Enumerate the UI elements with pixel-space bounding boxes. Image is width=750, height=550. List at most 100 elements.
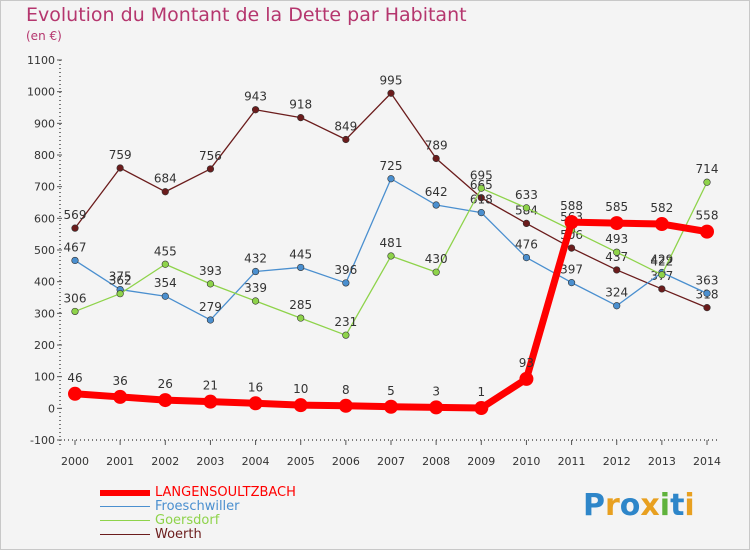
y-tick-label: 200 (34, 339, 55, 352)
data-point (68, 386, 82, 401)
data-point (567, 279, 576, 287)
data-label: 46 (67, 371, 82, 385)
data-label: 684 (154, 172, 177, 186)
data-point (387, 175, 395, 183)
data-point (161, 188, 169, 196)
data-label: 10 (293, 382, 308, 396)
logo-letter: x (640, 488, 660, 523)
data-point (71, 224, 79, 232)
data-label: 362 (109, 274, 132, 288)
data-label: 3 (432, 384, 440, 398)
data-point (477, 194, 485, 202)
data-label: 714 (696, 162, 719, 176)
logo-letter: i (684, 488, 695, 523)
data-label: 849 (334, 119, 357, 133)
legend-swatch (100, 534, 150, 535)
data-label: 558 (696, 209, 719, 223)
x-tick-label: 2012 (603, 455, 631, 468)
data-label: 437 (605, 250, 628, 264)
data-label: 5 (387, 384, 395, 398)
data-point (567, 244, 576, 252)
data-label: 481 (380, 236, 403, 250)
data-label: 279 (199, 300, 222, 314)
data-point (432, 154, 440, 163)
y-tick-label: 900 (34, 117, 55, 130)
proxiti-logo: Proxiti (583, 488, 695, 523)
data-point (338, 398, 353, 413)
data-label: 445 (289, 247, 312, 261)
data-point (522, 254, 531, 262)
legend-swatch (100, 506, 150, 507)
y-tick-label: 800 (34, 149, 55, 162)
data-label: 16 (248, 380, 263, 394)
data-point (477, 184, 485, 192)
data-point (613, 302, 621, 310)
y-tick-label: 300 (34, 307, 55, 320)
y-tick-label: 0 (48, 402, 55, 415)
data-label: 36 (113, 374, 128, 388)
data-point (248, 396, 263, 411)
x-tick-label: 2011 (558, 455, 586, 468)
data-label: 493 (605, 232, 628, 246)
legend-label: Goersdorf (155, 513, 220, 528)
x-tick-label: 2001 (106, 455, 134, 468)
data-label: 430 (425, 252, 448, 266)
data-point (387, 89, 395, 97)
data-point (703, 178, 711, 186)
data-label: 1 (477, 385, 485, 399)
y-tick-label: 600 (34, 212, 55, 225)
data-label: 396 (334, 263, 357, 277)
data-label: 918 (289, 98, 312, 112)
data-point (564, 215, 579, 230)
data-point (477, 209, 485, 217)
data-point (658, 271, 666, 279)
data-point (522, 204, 531, 212)
legend-label: LANGENSOULTZBACH (155, 485, 296, 500)
x-tick-label: 2007 (377, 455, 405, 468)
data-point (251, 267, 260, 276)
x-tick-label: 2009 (467, 455, 495, 468)
data-label: 695 (470, 168, 493, 182)
data-label: 582 (650, 201, 673, 215)
data-label: 363 (696, 273, 719, 287)
data-point (71, 256, 79, 265)
data-point (203, 394, 218, 409)
data-point (432, 268, 440, 276)
data-label: 789 (425, 138, 448, 152)
chart-subtitle: (en €) (26, 29, 62, 43)
data-point (342, 135, 350, 144)
data-label: 306 (64, 291, 87, 305)
data-point (703, 304, 711, 312)
data-point (297, 263, 305, 272)
data-point (519, 371, 534, 386)
data-label: 995 (380, 73, 403, 87)
data-point (113, 389, 128, 404)
data-point (297, 314, 305, 322)
data-label: 476 (515, 238, 538, 252)
data-point (432, 201, 440, 209)
data-label: 642 (425, 185, 448, 199)
logo-letter: P (583, 488, 605, 523)
data-point (429, 400, 444, 415)
logo-letter: i (659, 488, 671, 523)
legend-swatch (100, 520, 150, 521)
data-label: 339 (244, 281, 267, 295)
legend-label: Froeschwiller (155, 499, 240, 514)
data-point (700, 224, 714, 239)
data-point (654, 217, 669, 232)
data-point (206, 165, 215, 173)
x-tick-label: 2000 (61, 455, 89, 468)
x-tick-label: 2008 (422, 455, 450, 468)
legend-swatch (100, 490, 150, 496)
y-tick-label: 700 (34, 181, 55, 194)
data-label: 354 (154, 276, 177, 290)
x-tick-label: 2003 (196, 455, 224, 468)
data-label: 8 (342, 383, 350, 397)
x-tick-label: 2010 (512, 455, 540, 468)
logo-letter: o (619, 488, 641, 523)
x-tick-label: 2005 (287, 455, 315, 468)
data-label: 285 (289, 298, 312, 312)
x-tick-label: 2004 (242, 455, 270, 468)
data-point (609, 216, 624, 231)
data-point (703, 289, 711, 297)
